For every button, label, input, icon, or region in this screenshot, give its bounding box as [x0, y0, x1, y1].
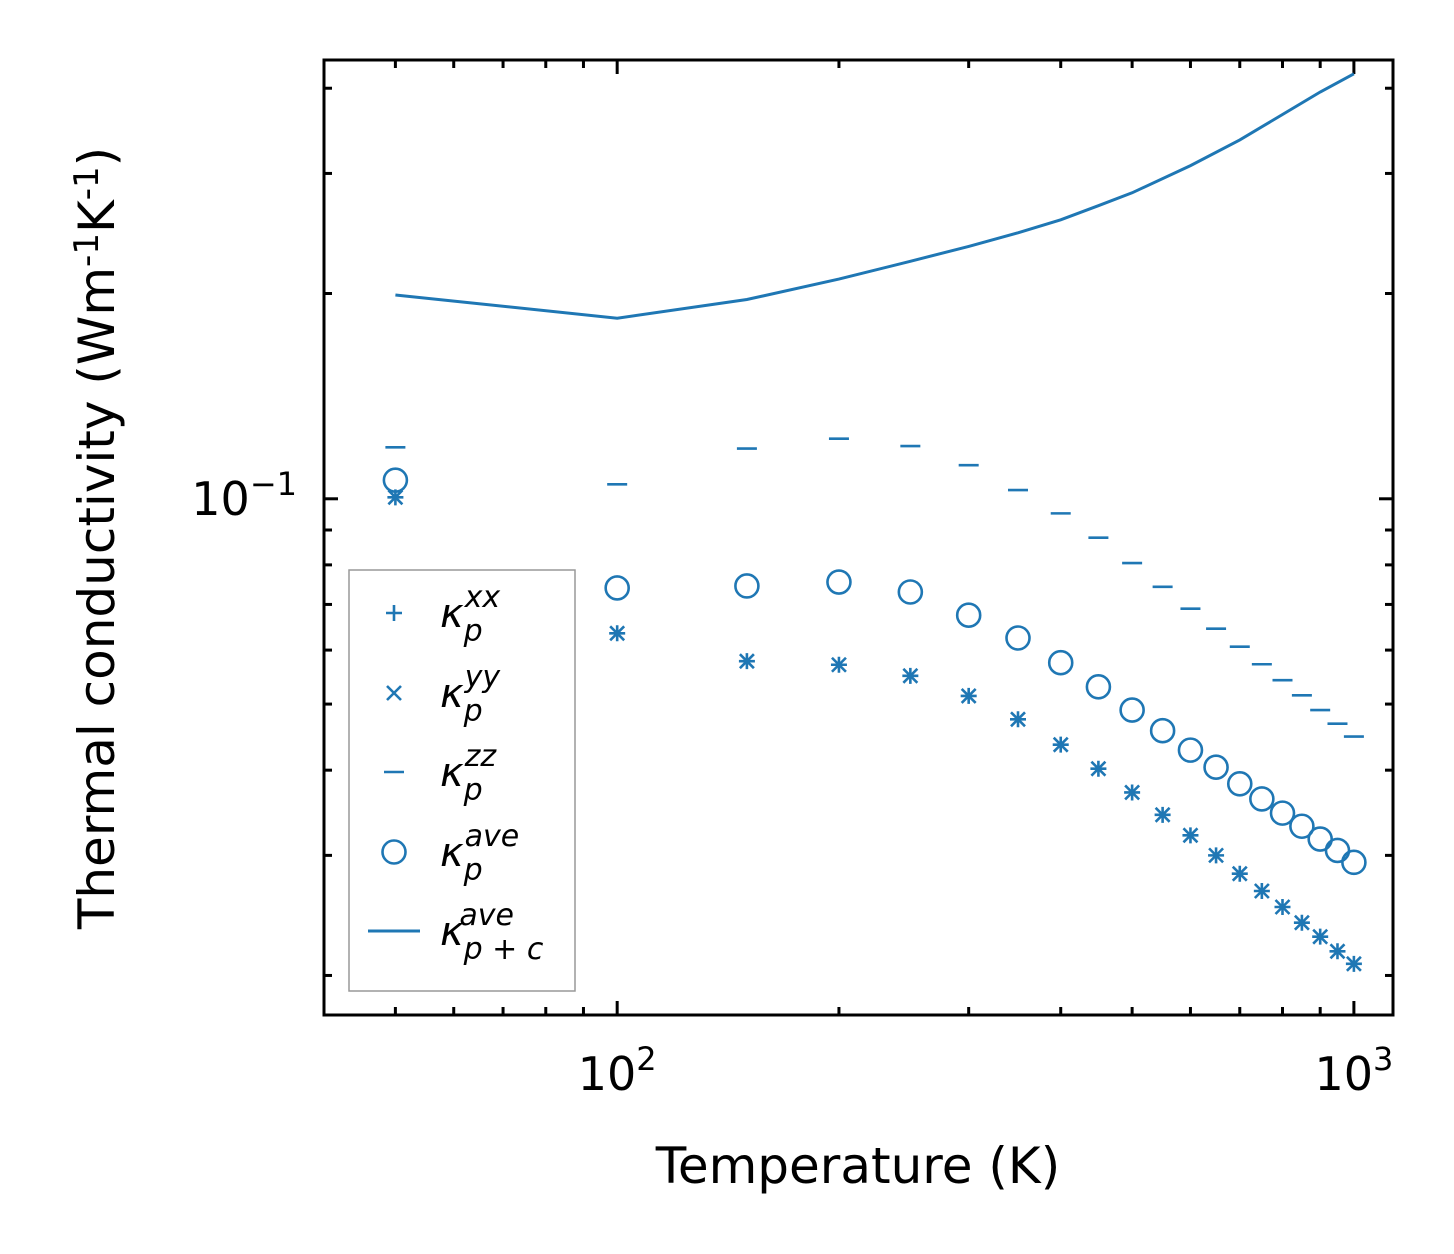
data-point-circle [1289, 813, 1315, 840]
data-point-circle [897, 579, 924, 605]
legend-label-symbol: κ [440, 909, 464, 955]
x-tick-label-exponent: 3 [1373, 1040, 1393, 1078]
legend-label: κp + cave [440, 898, 544, 967]
legend-marker-plus [386, 605, 402, 621]
legend-label-superscript: yy [464, 660, 502, 695]
legend-label-subscript: p [463, 853, 483, 888]
legend-label-symbol: κ [440, 671, 464, 717]
legend-label: κpzz [440, 739, 497, 808]
legend-label: κpxx [440, 580, 500, 649]
data-point-x [1010, 711, 1026, 728]
data-point-x [1274, 899, 1291, 915]
series-x [387, 489, 1362, 972]
data-point-x [1052, 736, 1069, 753]
legend-label-subscript: p [463, 773, 483, 808]
plot-frame [322, 58, 1395, 1017]
legend-label: κpave [440, 819, 519, 888]
data-point-circle [604, 575, 630, 601]
data-point-circle [1324, 837, 1351, 864]
data-point-circle [1307, 826, 1333, 852]
legend-entry: κp + cave [368, 898, 544, 967]
y-axis-label-text: ) [68, 147, 126, 167]
data-point-circle [382, 467, 409, 493]
data-point-circle [1203, 754, 1229, 781]
data-point-circle [1005, 625, 1031, 651]
data-point-circle [1085, 674, 1112, 700]
legend-label-superscript: xx [464, 580, 501, 615]
legend-box [348, 569, 576, 992]
x-tick-label-exponent: 2 [636, 1040, 656, 1078]
legend-label-superscript: ave [465, 819, 520, 854]
data-point-x [1208, 847, 1224, 864]
data-point-circle [955, 602, 982, 629]
y-axis-label-superscript: -1 [67, 166, 107, 200]
data-point-x [960, 687, 977, 704]
y-tick-label-base: 10 [191, 472, 250, 526]
data-point-x [1124, 784, 1141, 801]
series-line [395, 72, 1355, 320]
y-axis-label-text: Thermal conductivity (Wm [68, 267, 126, 930]
x-axis-label: Temperature (K) [655, 1137, 1060, 1195]
data-point-x [831, 656, 847, 673]
data-point-circle [1149, 717, 1176, 744]
major-ticks [324, 60, 1393, 1015]
data-point-circle [1119, 697, 1145, 723]
data-point-x [1345, 955, 1362, 972]
legend-label-superscript: ave [459, 898, 514, 933]
data-point-circle [1047, 649, 1074, 676]
legend-label-symbol: κ [440, 830, 464, 876]
x-tick-label: 102 [578, 1040, 657, 1101]
series-hline [385, 437, 1364, 738]
data-point-x [1154, 806, 1171, 823]
data-point-x [902, 667, 919, 684]
y-tick-label-exponent: −1 [250, 465, 297, 503]
data-point-circle [1341, 849, 1367, 876]
data-point-x [1329, 943, 1346, 960]
data-point-circle [1249, 786, 1275, 812]
legend-label-subscript: p [463, 694, 483, 729]
legend-entry: κpxx [386, 580, 500, 649]
data-point-x [1182, 827, 1199, 844]
legend-label-superscript: zz [464, 739, 498, 774]
data-point-x [1090, 760, 1107, 777]
legend-entry: κpyy [386, 660, 501, 729]
y-axis-label-superscript: -1 [67, 233, 107, 267]
data-point-x [738, 653, 755, 670]
legend-entry: κpave [381, 819, 519, 888]
data-point-x [1253, 883, 1270, 899]
legend-marker-x [386, 685, 402, 701]
data-point-x [1231, 865, 1248, 882]
y-tick-labels: 10−1 [191, 465, 297, 526]
legend-label: κpyy [440, 660, 501, 729]
legend-label-subscript: p [463, 614, 483, 649]
data-point-x [1293, 914, 1310, 931]
data-point-circle [826, 569, 852, 595]
data-point-x [1312, 928, 1329, 945]
x-tick-label-base: 10 [1314, 1047, 1373, 1101]
legend-label-symbol: κ [440, 591, 464, 637]
data-point-x [609, 625, 626, 642]
y-axis-label-text: K [68, 199, 126, 233]
series-circle [382, 467, 1367, 876]
legend-label-symbol: κ [440, 750, 464, 796]
y-axis-label: Thermal conductivity (Wm-1K-1) [67, 147, 126, 930]
x-tick-label-base: 10 [578, 1047, 637, 1101]
data-point-circle [1226, 771, 1253, 797]
series-line [395, 72, 1355, 320]
legend-entry: κpzz [384, 739, 497, 808]
data-point-circle [1177, 737, 1204, 763]
series-layer [382, 72, 1367, 972]
data-point-circle [734, 573, 760, 599]
y-tick-label: 10−1 [191, 465, 297, 526]
legend-marker-circle [381, 839, 407, 865]
x-tick-label: 103 [1314, 1040, 1393, 1101]
data-point-circle [1269, 800, 1296, 826]
data-point-x [387, 489, 404, 506]
legend-label-subscript: p + c [463, 932, 544, 967]
x-tick-labels: 102 103 [578, 1040, 1394, 1101]
